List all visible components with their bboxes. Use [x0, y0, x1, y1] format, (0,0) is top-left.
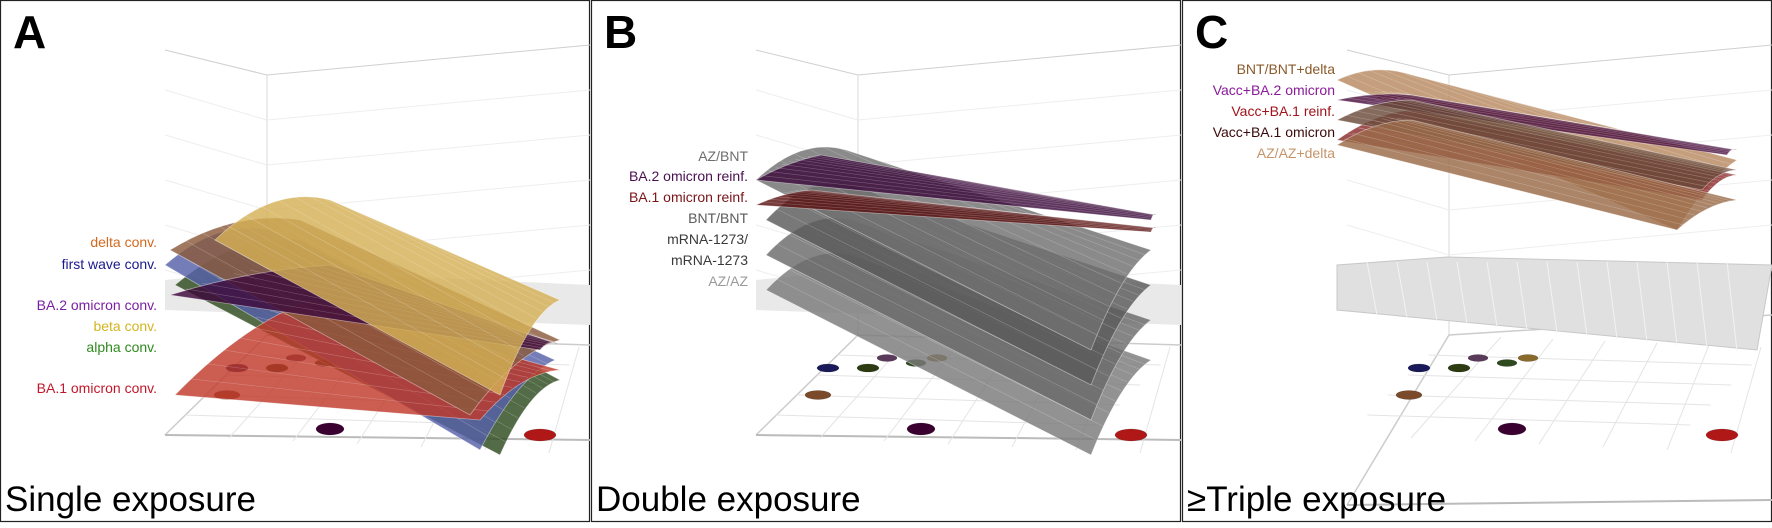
- surface-label: first wave conv.: [62, 256, 157, 272]
- surface-label: AZ/AZ: [708, 273, 748, 289]
- surface-label: mRNA-1273: [671, 252, 748, 268]
- antigen-dot: [805, 391, 831, 400]
- surface-label: BA.2 omicron reinf.: [629, 168, 748, 184]
- panel-letter: B: [604, 6, 637, 58]
- panel-c: C BNT/BNT+delta Vacc+BA.2 omicron Vacc+BA.1…: [1183, 1, 1772, 522]
- surface-label: delta conv.: [90, 234, 157, 250]
- antigen-dot: [1518, 355, 1538, 362]
- landscape-surfaces: [165, 183, 560, 455]
- panel-letter: C: [1195, 6, 1228, 58]
- antigen-dot: [1448, 364, 1470, 372]
- surface-label: beta conv.: [93, 318, 157, 334]
- antigen-dot: [1497, 360, 1517, 367]
- surface-label: BA.1 omicron conv.: [37, 380, 157, 396]
- antigen-dot: [857, 364, 879, 372]
- panel-b: B AZ/BNT BA.2 omicron reinf. BA.1 omicron r…: [592, 1, 1182, 522]
- surface-label: BNT/BNT: [688, 210, 748, 226]
- antigen-dot: [877, 355, 897, 362]
- panel-title: Single exposure: [5, 480, 256, 519]
- surface-label: BNT/BNT+delta: [1237, 61, 1336, 77]
- surface-label: Vacc+BA.2 omicron: [1213, 82, 1335, 98]
- antigen-dot: [316, 423, 344, 435]
- antigen-dot: [1706, 429, 1738, 441]
- panel-title: ≥Triple exposure: [1187, 480, 1446, 519]
- surface-label: AZ/BNT: [698, 148, 748, 164]
- surface-label: Vacc+BA.1 reinf.: [1231, 103, 1335, 119]
- surface-label: AZ/AZ+delta: [1257, 145, 1335, 161]
- antigen-dot: [1396, 391, 1422, 400]
- panel-title: Double exposure: [596, 480, 861, 519]
- surface-label: BA.1 omicron reinf.: [629, 189, 748, 205]
- antigen-dot: [1468, 355, 1488, 362]
- surface-label: BA.2 omicron conv.: [37, 297, 157, 313]
- antigen-dot: [817, 364, 839, 372]
- antigen-dot: [1115, 429, 1147, 441]
- panel-letter: A: [13, 6, 46, 58]
- landscape-surfaces: [756, 135, 1156, 455]
- surface-label: alpha conv.: [86, 339, 157, 355]
- antigen-dot: [907, 423, 935, 435]
- antigen-dot: [1498, 423, 1526, 435]
- antigen-dot: [524, 429, 556, 441]
- surface-label: mRNA-1273/: [667, 231, 748, 247]
- antigen-dot: [1408, 364, 1430, 372]
- landscape-surfaces: [1337, 63, 1737, 231]
- baseline-plane: [1337, 257, 1772, 351]
- surface-label: Vacc+BA.1 omicron: [1213, 124, 1335, 140]
